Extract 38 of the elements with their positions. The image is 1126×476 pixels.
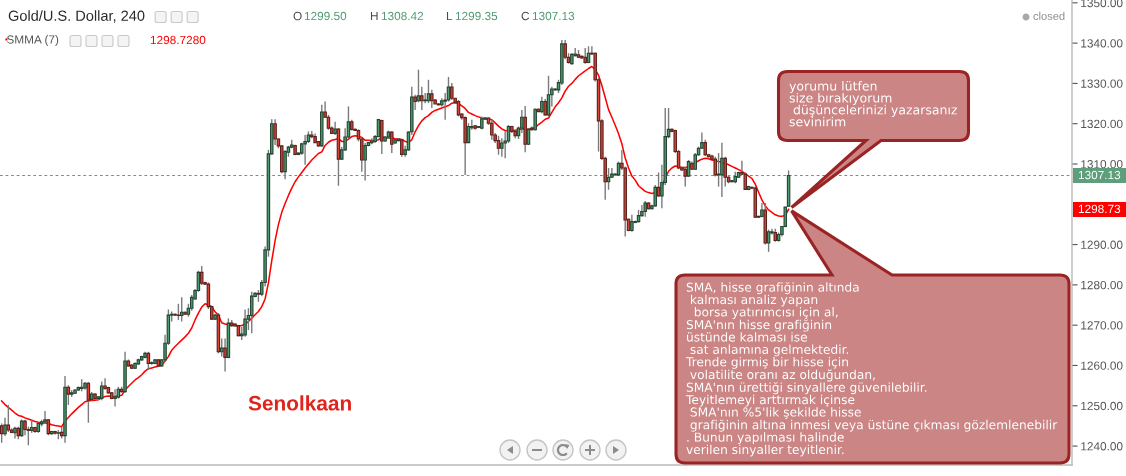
- y-tick-label: 1290.00: [1081, 240, 1123, 249]
- y-tick-label: 1240.00: [1081, 442, 1123, 451]
- candlestick: [223, 337, 227, 373]
- y-tick-label: 1310.00: [1081, 160, 1123, 169]
- candlestick: [283, 149, 287, 181]
- annotation: O: [293, 11, 302, 21]
- annotation: L: [446, 11, 453, 21]
- y-tick-label: 1270.00: [1081, 321, 1123, 330]
- annotation: Senolkaan: [248, 395, 351, 411]
- annotation: C: [521, 11, 530, 21]
- candlestick: [363, 142, 367, 182]
- candlestick: [103, 377, 107, 391]
- candlestick: [219, 337, 224, 358]
- ref-line-label: 1307.13: [1078, 170, 1121, 180]
- annotation: 1308.42: [381, 11, 424, 21]
- candlestick: [0, 422, 4, 444]
- y-tick-label: 1330.00: [1081, 79, 1123, 88]
- candlestick: [496, 135, 501, 156]
- y-tick-label: 1320.00: [1081, 119, 1123, 129]
- annotation: 1299.35: [455, 11, 498, 21]
- candlestick: [420, 85, 424, 111]
- y-tick-label: 1280.00: [1081, 280, 1123, 290]
- candlestick: [273, 118, 277, 146]
- y-tick-label: 1260.00: [1081, 361, 1123, 370]
- candlestick: [243, 308, 247, 338]
- text: Gold/U.S. Dollar, 240: [8, 10, 145, 23]
- text: closed: [1033, 11, 1065, 20]
- annotation: 1298.7280: [150, 35, 206, 45]
- y-tick-label: 1340.00: [1081, 39, 1123, 48]
- text: 1298.73: [1078, 204, 1121, 214]
- annotation: 1299.50: [304, 11, 347, 21]
- y-tick-label: 1250.00: [1081, 401, 1123, 411]
- annotation: 1307.13: [532, 11, 575, 21]
- text: SMA, hisse grafiğinin altında kalması analiz yapan borsa yatırımcısı için al, SMA'nın hisse grafiğinin üstünde kalması ise sat anlamına gelmektedir. Trende girmiş bir hisse için volatilite oranı az olduğundan, SMA'nın ürettiği sinyallere güvenilebilir. Teyitlemeyi arttırmak içinse SMA'nın %5'lik şekilde hisse grafiğinin altına inmesi veya üstüne çıkması gözlemlenebilir . Bunun yapılması halinde verilen sinyaller teyitlenir.: [685, 282, 1058, 457]
- annotation: yorumu lütfen size bırakıyorum düşüncelerinizi yazarsanız sevinirim: [789, 81, 957, 127]
- legend-label: SMMA (7): [6, 35, 59, 46]
- annotation: H: [370, 11, 378, 21]
- candlestick: [490, 118, 494, 141]
